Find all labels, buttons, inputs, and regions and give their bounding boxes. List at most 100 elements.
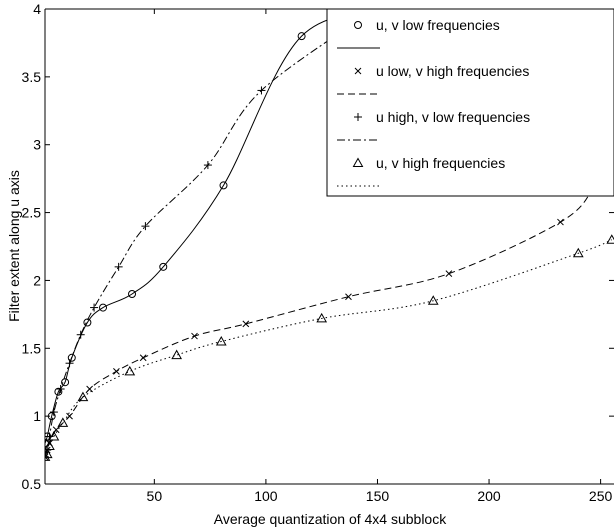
marker-triangle	[45, 448, 53, 459]
legend-marker	[352, 157, 364, 167]
marker-x-stroke	[345, 293, 352, 301]
legend-marker	[354, 67, 362, 75]
marker-circle	[67, 353, 76, 362]
data-point	[203, 161, 212, 170]
data-point	[67, 353, 76, 362]
marker-x-stroke	[86, 385, 93, 393]
marker-circle	[47, 412, 56, 421]
data-point	[47, 412, 56, 421]
y-tick-label: 1	[33, 408, 41, 424]
data-point	[141, 222, 150, 231]
legend-entry-4: u, v high frequencies	[337, 155, 505, 187]
marker-triangle	[45, 440, 55, 450]
x-tick-label: 250	[589, 488, 613, 504]
legend-label: u, v high frequencies	[376, 155, 505, 171]
marker-triangle	[316, 312, 328, 323]
data-point	[139, 354, 147, 362]
x-tick-label: 50	[147, 488, 163, 504]
axis-ticks: 50 100 150 200 250 0.5 1 1.5 2 2.5 3 3.5 4	[22, 1, 614, 504]
data-point	[191, 332, 198, 340]
data-point	[427, 295, 439, 305]
data-point	[66, 412, 73, 420]
data-point	[61, 378, 70, 387]
series-3	[45, 9, 380, 461]
marker-circle	[83, 318, 92, 327]
data-point	[54, 387, 63, 396]
y-tick-label: 3.5	[22, 69, 42, 85]
data-point	[557, 218, 564, 226]
marker-x-stroke	[354, 67, 362, 75]
marker-circle	[128, 290, 137, 298]
data-point	[49, 408, 58, 417]
data-point	[445, 270, 453, 277]
y-axis-label: Filter extent along u axis	[6, 170, 22, 322]
legend-entry-2: u low, v high frequencies	[337, 63, 529, 95]
series-2-line	[45, 149, 610, 458]
x-tick-label: 150	[366, 488, 390, 504]
data-point	[215, 335, 227, 346]
legend-label: u, v low frequencies	[376, 17, 500, 33]
data-point	[242, 320, 250, 328]
marker-triangle	[427, 295, 439, 305]
y-tick-label: 3	[33, 137, 41, 153]
marker-triangle	[352, 157, 364, 167]
marker-circle	[219, 181, 228, 190]
data-point	[113, 368, 120, 375]
marker-circle	[297, 32, 306, 41]
marker-circle	[159, 262, 168, 271]
data-point	[345, 293, 352, 301]
marker-x-stroke	[45, 453, 49, 458]
series-4-line	[45, 239, 612, 458]
legend-entry-1: u, v low frequencies	[337, 17, 500, 49]
data-point	[316, 312, 328, 323]
marker-x-stroke	[113, 368, 120, 375]
series-4	[45, 234, 614, 461]
data-point	[77, 391, 89, 402]
data-point	[159, 262, 168, 271]
data-point	[90, 303, 99, 312]
marker-x-stroke	[45, 456, 49, 461]
marker-triangle	[45, 451, 51, 461]
legend-box	[326, 8, 614, 197]
data-point	[56, 385, 65, 393]
y-tick-label: 0.5	[22, 476, 42, 492]
legend-label: u high, v low frequencies	[376, 109, 530, 125]
x-tick-label: 200	[477, 488, 501, 504]
marker-x-stroke	[242, 320, 250, 328]
marker-triangle	[124, 365, 136, 376]
data-point	[83, 318, 92, 327]
data-point	[128, 290, 137, 298]
data-point	[48, 430, 60, 441]
marker-circle	[61, 378, 70, 387]
data-point	[76, 330, 85, 339]
x-axis-label: Average quantization of 4x4 subblock	[214, 511, 447, 527]
legend: u, v low frequencies u low, v high freque…	[326, 8, 614, 197]
data-point	[114, 262, 123, 271]
y-tick-label: 4	[33, 1, 41, 17]
legend-label: u low, v high frequencies	[376, 63, 529, 79]
marker-triangle	[48, 430, 60, 441]
marker-circle	[54, 387, 63, 396]
data-point	[45, 451, 51, 461]
marker-triangle	[606, 234, 614, 244]
data-point	[572, 247, 584, 258]
marker-triangle	[57, 417, 69, 427]
data-point	[99, 303, 108, 312]
marker-x-stroke	[66, 412, 73, 420]
data-point	[257, 86, 266, 95]
marker-circle	[354, 21, 362, 29]
y-tick-label: 1.5	[22, 340, 42, 356]
legend-marker	[354, 21, 362, 29]
data-point	[171, 349, 183, 360]
legend-entry-3: u high, v low frequencies	[337, 109, 530, 141]
data-point	[297, 32, 306, 41]
data-point	[57, 417, 69, 427]
data-point	[606, 234, 614, 244]
marker-triangle	[572, 247, 584, 258]
marker-x-stroke	[557, 218, 564, 226]
data-point	[45, 440, 55, 450]
marker-x-stroke	[445, 270, 453, 277]
y-tick-label: 2	[33, 272, 41, 288]
marker-triangle	[171, 349, 183, 360]
